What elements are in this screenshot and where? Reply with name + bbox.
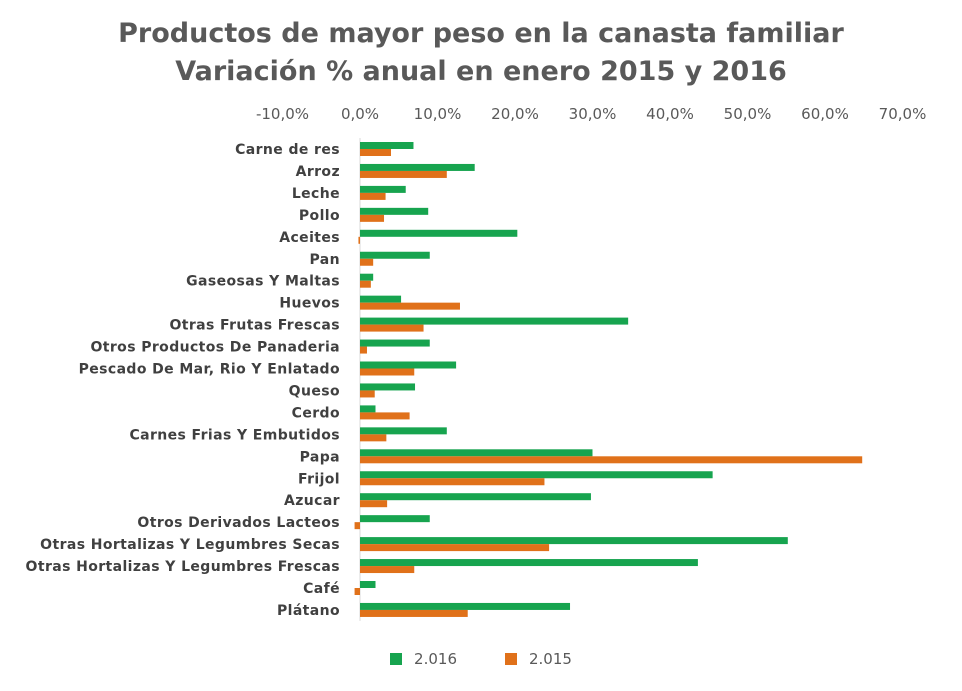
- bar-2015: [360, 544, 550, 552]
- bar-2016: [360, 295, 402, 303]
- x-tick-label: -10,0%: [256, 105, 309, 123]
- bar-2015: [360, 434, 387, 442]
- x-tick-label: 0,0%: [341, 105, 379, 123]
- bar-2016: [360, 427, 447, 435]
- category-label: Pescado De Mar, Rio Y Enlatado: [79, 362, 340, 378]
- bar-2016: [360, 602, 571, 610]
- bar-2016: [360, 559, 698, 567]
- category-label: Huevos: [279, 296, 340, 312]
- bar-2015: [360, 390, 375, 398]
- bar-2016: [360, 581, 376, 588]
- category-label: Otros Derivados Lacteos: [137, 515, 340, 531]
- category-label: Papa: [300, 449, 340, 465]
- bar-2016: [360, 229, 518, 237]
- x-tick-label: 40,0%: [646, 105, 694, 123]
- bar-2015: [360, 324, 424, 332]
- category-label: Café: [303, 581, 340, 597]
- bar-2015: [354, 522, 360, 530]
- bar-2015: [360, 456, 863, 464]
- bar-2015: [360, 302, 460, 310]
- bar-2016: [360, 493, 591, 501]
- category-label: Queso: [289, 383, 340, 399]
- bar-2015: [354, 588, 360, 595]
- category-label: Leche: [292, 186, 340, 202]
- bar-2015: [360, 609, 468, 617]
- legend-swatch-2016: [390, 653, 403, 665]
- legend-label-2016: 2.016: [414, 650, 457, 668]
- category-label: Aceites: [279, 230, 340, 246]
- bar-2015: [360, 214, 385, 222]
- legend-item-2015: 2.015: [505, 650, 572, 668]
- x-tick-label: 70,0%: [879, 105, 927, 123]
- category-label: Cerdo: [292, 405, 340, 421]
- category-label: Plátano: [277, 603, 340, 619]
- chart-title: Productos de mayor peso en la canasta fa…: [118, 18, 844, 49]
- bar-2016: [360, 515, 430, 523]
- bar-2015: [358, 236, 360, 244]
- category-label: Otras Hortalizas Y Legumbres Frescas: [26, 559, 340, 575]
- legend: 2.016 2.015: [0, 650, 962, 668]
- category-label: Pollo: [299, 208, 340, 224]
- category-label: Pan: [310, 252, 341, 268]
- bar-2016: [360, 339, 430, 347]
- category-label: Otras Frutas Frescas: [169, 318, 340, 334]
- category-label: Gaseosas Y Maltas: [186, 274, 340, 290]
- legend-label-2015: 2.015: [529, 650, 572, 668]
- category-label: Arroz: [296, 164, 340, 180]
- x-tick-label: 50,0%: [724, 105, 772, 123]
- bar-2016: [360, 207, 429, 215]
- x-tick-label: 60,0%: [801, 105, 849, 123]
- bar-2016: [360, 383, 416, 391]
- bar-2015: [360, 280, 371, 288]
- chart-subtitle: Variación % anual en enero 2015 y 2016: [175, 56, 787, 87]
- bar-2016: [360, 449, 593, 457]
- category-label: Azucar: [284, 493, 340, 509]
- bar-2015: [360, 500, 388, 508]
- bar-2015: [360, 149, 391, 156]
- x-tick-label: 30,0%: [569, 105, 617, 123]
- bar-2015: [360, 566, 415, 574]
- category-label: Carne de res: [235, 142, 340, 158]
- bar-2015: [360, 478, 545, 486]
- bar-2015: [360, 258, 374, 266]
- bar-2016: [360, 251, 430, 259]
- bar-2016: [360, 361, 457, 369]
- bar-2016: [360, 317, 629, 325]
- bar-2015: [360, 170, 447, 178]
- category-label: Otras Hortalizas Y Legumbres Secas: [40, 537, 340, 553]
- x-tick-label: 10,0%: [414, 105, 462, 123]
- bar-2015: [360, 368, 415, 376]
- category-label: Frijol: [298, 471, 340, 487]
- category-label: Otros Productos De Panaderia: [90, 340, 340, 356]
- bar-2016: [360, 537, 788, 545]
- bar-2016: [360, 185, 406, 193]
- bar-2015: [360, 192, 386, 200]
- bar-2016: [360, 163, 475, 171]
- bar-2016: [360, 142, 414, 149]
- bar-2016: [360, 273, 374, 281]
- category-label: Carnes Frias Y Embutidos: [129, 427, 340, 443]
- bar-2015: [360, 412, 410, 420]
- x-tick-label: 20,0%: [491, 105, 539, 123]
- bar-2015: [360, 346, 367, 354]
- legend-swatch-2015: [505, 653, 517, 665]
- legend-item-2016: 2.016: [390, 650, 457, 668]
- bar-2016: [360, 405, 376, 413]
- bar-2016: [360, 471, 713, 479]
